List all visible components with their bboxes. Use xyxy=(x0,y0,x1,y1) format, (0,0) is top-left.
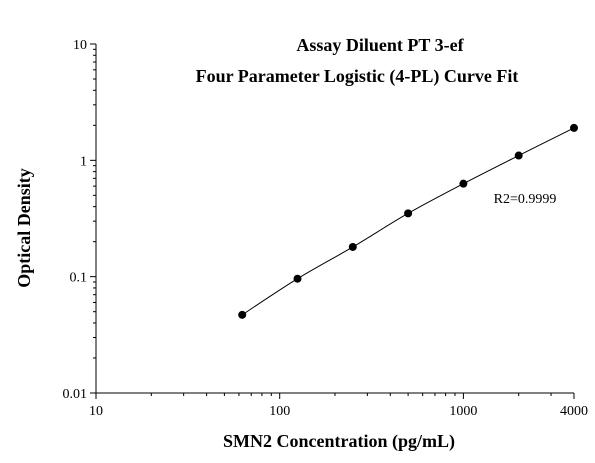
axis-ticks xyxy=(90,43,575,399)
data-point xyxy=(238,310,247,319)
y-tick-label: 0.1 xyxy=(70,271,88,286)
y-axis-title: Optical Density xyxy=(14,168,34,288)
x-tick-label: 100 xyxy=(269,404,290,419)
x-tick-label: 4000 xyxy=(560,404,588,419)
r2-annotation: R2=0.9999 xyxy=(494,192,557,207)
data-point xyxy=(514,151,523,160)
data-point xyxy=(404,209,413,218)
chart-title: Assay Diluent PT 3-ef xyxy=(296,35,464,55)
x-axis-title: SMN2 Concentration (pg/mL) xyxy=(223,431,455,452)
data-point xyxy=(293,274,302,283)
x-tick-label: 10 xyxy=(89,404,103,419)
x-tick-label: 1000 xyxy=(449,404,477,419)
y-tick-label: 1 xyxy=(80,154,87,169)
data-points xyxy=(238,123,578,319)
chart-subtitle: Four Parameter Logistic (4-PL) Curve Fit xyxy=(196,66,519,87)
y-tick-label: 10 xyxy=(73,38,87,53)
data-point xyxy=(459,179,468,188)
y-tick-label: 0.01 xyxy=(63,387,88,402)
data-point xyxy=(570,123,578,132)
tick-labels: 10 100 1000 4000 0.01 0.1 1 10 xyxy=(63,38,589,419)
fit-curve xyxy=(241,127,575,316)
data-point xyxy=(348,242,357,251)
